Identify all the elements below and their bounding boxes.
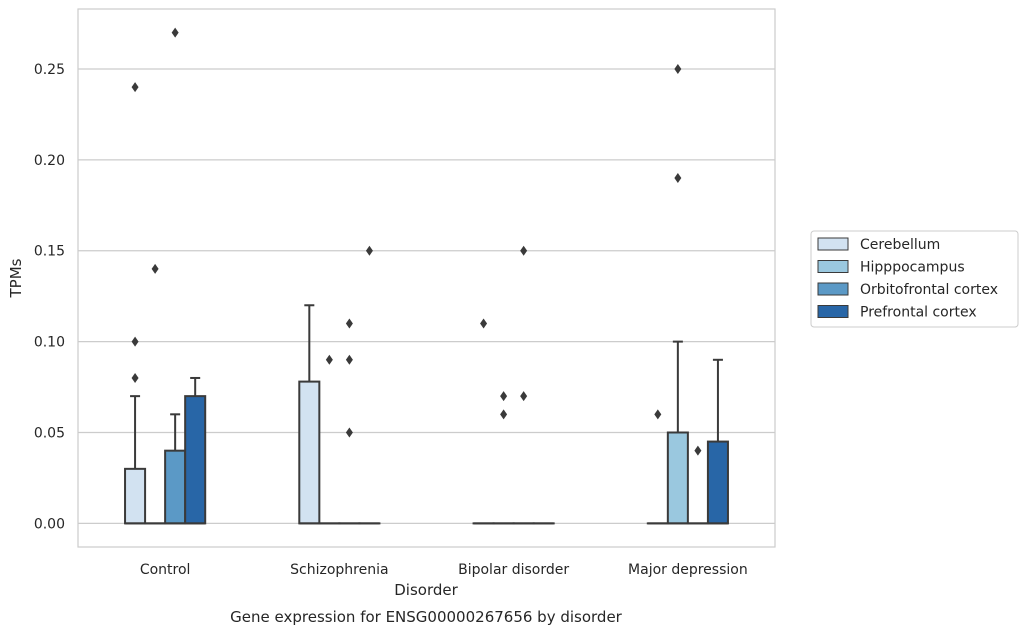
y-axis-ticks: 0.00 0.05 0.10 0.15 0.20 0.25: [34, 62, 65, 532]
outlier-point: [325, 354, 333, 365]
outlier-point: [131, 336, 139, 347]
series-hipppocampus: [144, 63, 689, 525]
legend-swatch: [817, 260, 849, 273]
box: [706, 440, 729, 525]
legend-label: Prefrontal cortex: [860, 305, 977, 321]
box: [164, 449, 187, 525]
outlier-point: [480, 318, 488, 329]
x-tick-label: Bipolar disorder: [458, 562, 569, 578]
series-cerebellum: [124, 82, 669, 525]
outlier-point: [151, 263, 159, 274]
outlier-point: [520, 391, 528, 402]
box-series: [124, 27, 729, 525]
plot-area-frame: [77, 8, 776, 548]
outlier-point: [674, 173, 682, 184]
legend-swatch: [817, 305, 849, 318]
y-tick-label: 0.25: [34, 62, 65, 78]
legend-swatch: [817, 237, 849, 251]
outlier-point: [345, 318, 353, 329]
box: [666, 431, 689, 525]
legend-label: Hipppocampus: [860, 260, 965, 276]
chart-caption: Gene expression for ENSG00000267656 by d…: [230, 608, 623, 626]
outlier-point: [365, 245, 373, 256]
y-tick-label: 0.05: [34, 425, 65, 441]
x-tick-label: Control: [140, 562, 191, 578]
legend-frame: [810, 230, 1019, 328]
box: [184, 395, 207, 525]
outlier-point: [500, 409, 508, 420]
outlier-point: [694, 445, 702, 456]
outlier-point: [345, 354, 353, 365]
outlier-point: [674, 63, 682, 74]
box: [124, 467, 147, 525]
x-axis-label: Disorder: [394, 581, 458, 599]
series-prefrontal-cortex: [184, 245, 729, 525]
y-tick-label: 0.00: [34, 516, 65, 532]
y-tick-label: 0.15: [34, 244, 65, 260]
box: [298, 380, 321, 525]
outlier-point: [131, 82, 139, 93]
series-orbitofrontal-cortex: [164, 27, 709, 525]
y-tick-label: 0.20: [34, 153, 65, 169]
y-axis-label: TPMs: [7, 258, 25, 298]
y-tick-label: 0.10: [34, 335, 65, 351]
outlier-point: [654, 409, 662, 420]
legend-label: Cerebellum: [860, 237, 940, 253]
x-tick-label: Schizophrenia: [290, 562, 388, 578]
legend: Cerebellum Hipppocampus Orbitofrontal cort…: [810, 230, 1019, 328]
x-tick-label: Major depression: [628, 562, 748, 578]
outlier-point: [500, 391, 508, 402]
outlier-point: [131, 372, 139, 383]
legend-swatch: [817, 282, 849, 296]
outlier-point: [520, 245, 528, 256]
x-axis-ticks: Control Schizophrenia Bipolar disorder Majo…: [140, 562, 748, 578]
outlier-point: [345, 427, 353, 438]
outlier-point: [171, 27, 179, 38]
legend-label: Orbitofrontal cortex: [860, 282, 998, 298]
